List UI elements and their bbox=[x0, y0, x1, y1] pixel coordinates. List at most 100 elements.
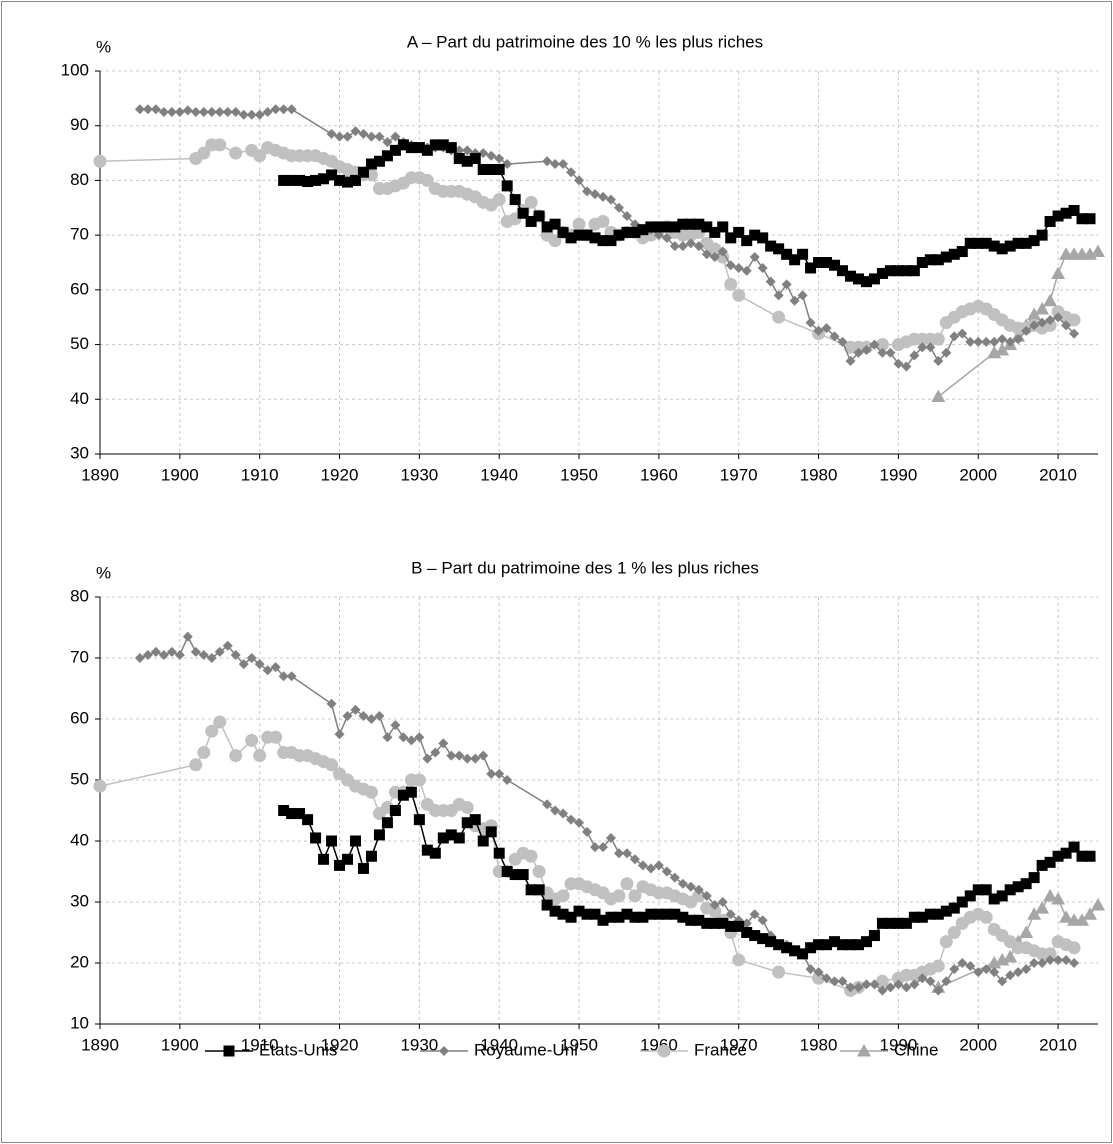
point bbox=[492, 193, 506, 207]
point bbox=[405, 142, 417, 154]
point bbox=[805, 262, 817, 274]
point bbox=[724, 277, 738, 291]
point bbox=[1068, 205, 1080, 217]
point bbox=[365, 158, 377, 170]
point bbox=[278, 174, 290, 186]
x-tick-label: 1910 bbox=[241, 465, 279, 484]
point bbox=[941, 347, 952, 358]
point bbox=[565, 232, 577, 244]
point bbox=[270, 104, 281, 115]
point bbox=[916, 257, 928, 268]
point bbox=[931, 389, 946, 403]
point bbox=[892, 917, 904, 929]
point bbox=[781, 942, 793, 954]
point bbox=[979, 910, 993, 924]
point bbox=[93, 779, 107, 793]
point bbox=[286, 174, 298, 186]
point bbox=[389, 144, 401, 156]
point bbox=[749, 229, 761, 241]
point bbox=[182, 105, 193, 116]
point bbox=[725, 232, 737, 244]
point bbox=[797, 290, 808, 301]
point bbox=[558, 159, 569, 170]
point bbox=[477, 163, 489, 175]
point bbox=[477, 835, 489, 847]
point bbox=[524, 849, 538, 863]
point bbox=[885, 982, 896, 993]
point bbox=[813, 967, 824, 978]
point bbox=[708, 242, 722, 256]
x-tick-label: 1900 bbox=[161, 1035, 199, 1054]
point bbox=[213, 138, 227, 152]
point bbox=[1091, 898, 1105, 911]
point bbox=[677, 911, 689, 923]
point bbox=[613, 911, 625, 923]
point bbox=[900, 917, 912, 929]
x-tick-label: 1990 bbox=[879, 465, 917, 484]
y-tick-label: 50 bbox=[70, 334, 89, 353]
y-tick-label: 100 bbox=[61, 60, 89, 79]
point bbox=[612, 889, 626, 903]
point bbox=[837, 265, 849, 277]
point bbox=[1045, 314, 1056, 325]
point bbox=[1021, 325, 1032, 336]
point bbox=[286, 808, 298, 820]
point bbox=[270, 662, 281, 673]
point bbox=[629, 854, 640, 865]
point bbox=[605, 194, 616, 205]
point bbox=[893, 358, 904, 369]
point bbox=[940, 251, 952, 263]
point bbox=[749, 930, 761, 942]
point bbox=[413, 814, 425, 826]
point bbox=[326, 169, 338, 181]
point bbox=[470, 753, 481, 764]
point bbox=[350, 126, 361, 137]
point bbox=[637, 224, 649, 236]
point bbox=[876, 917, 888, 929]
point bbox=[997, 334, 1008, 345]
point bbox=[653, 230, 664, 241]
point bbox=[693, 884, 704, 895]
point bbox=[1053, 954, 1064, 965]
point bbox=[629, 226, 641, 238]
point bbox=[158, 649, 169, 660]
point bbox=[733, 226, 745, 238]
point bbox=[1035, 302, 1050, 315]
point bbox=[693, 914, 705, 926]
point bbox=[931, 332, 945, 346]
point bbox=[772, 310, 786, 324]
point bbox=[980, 237, 992, 249]
point bbox=[414, 732, 425, 743]
point bbox=[916, 911, 928, 923]
point bbox=[701, 890, 712, 901]
point bbox=[1060, 847, 1072, 859]
point bbox=[956, 246, 968, 258]
point bbox=[789, 254, 801, 266]
point bbox=[230, 107, 241, 118]
point bbox=[582, 826, 593, 837]
point bbox=[413, 142, 425, 154]
point bbox=[166, 646, 177, 657]
point bbox=[318, 853, 330, 865]
point bbox=[590, 842, 601, 853]
point bbox=[708, 904, 722, 918]
point bbox=[189, 758, 203, 772]
point bbox=[661, 221, 673, 233]
point bbox=[573, 905, 585, 917]
point bbox=[844, 939, 856, 951]
point bbox=[653, 860, 664, 871]
point bbox=[541, 899, 553, 911]
point bbox=[558, 808, 569, 819]
point bbox=[1029, 958, 1040, 968]
point bbox=[773, 939, 785, 951]
point bbox=[1028, 235, 1040, 247]
point bbox=[661, 866, 672, 877]
point bbox=[628, 889, 642, 903]
point bbox=[398, 732, 409, 743]
y-tick-label: 40 bbox=[70, 830, 89, 849]
x-tick-label: 1980 bbox=[800, 1035, 838, 1054]
point bbox=[142, 104, 153, 115]
point bbox=[645, 221, 657, 233]
